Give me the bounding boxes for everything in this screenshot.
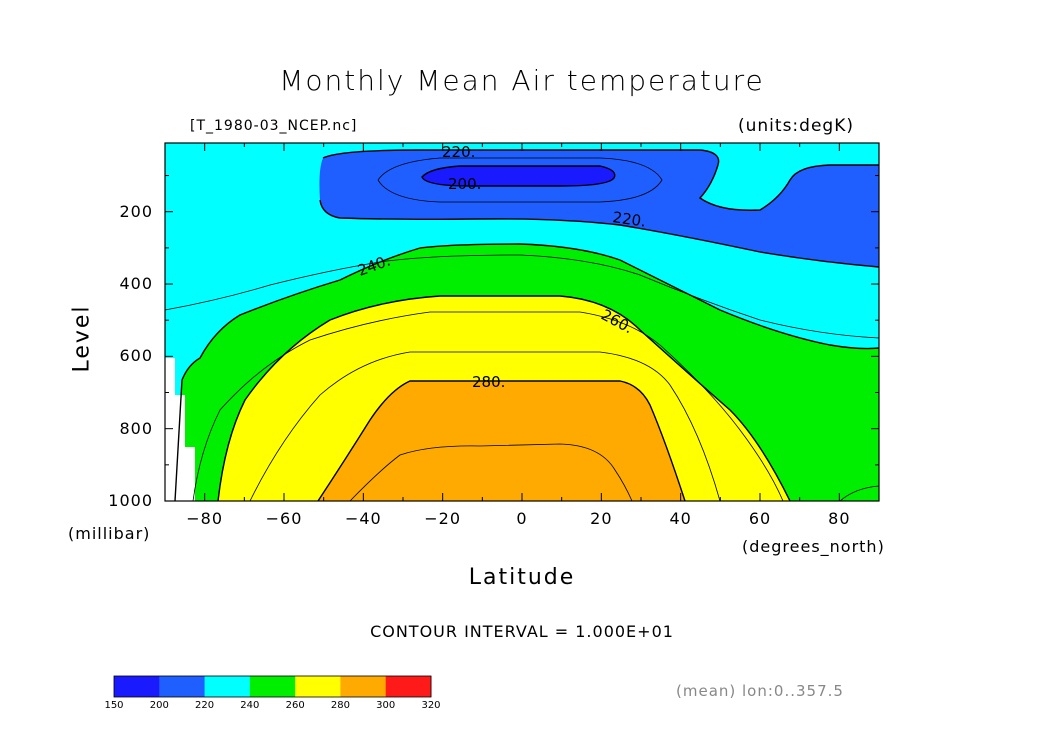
colorbar-tick-label: 220: [195, 700, 215, 711]
colorbar-swatch: [204, 676, 251, 697]
y-tick-label: 800: [119, 418, 153, 438]
colorbar-swatch: [159, 676, 206, 697]
colorbar-swatch: [340, 676, 387, 697]
contour-label-200: 200.: [448, 175, 481, 193]
x-axis-label: Latitude: [468, 565, 576, 590]
contour-label-280: 280.: [472, 373, 505, 391]
x-tick-label: 80: [828, 509, 851, 528]
x-tick-label: −20: [424, 509, 462, 528]
units-label: (units:degK): [738, 116, 854, 136]
x-tick-label: 20: [590, 509, 613, 528]
band-lt-200: [422, 166, 615, 186]
colorbar-tick-label: 150: [104, 700, 124, 711]
x-tick-label: −40: [344, 509, 382, 528]
y-tick-label: 1000: [108, 491, 153, 510]
source-file-label: [T_1980-03_NCEP.nc]: [190, 118, 358, 134]
colorbar-swatch: [249, 676, 296, 697]
x-tick-label: −80: [186, 509, 224, 528]
colorbar-tick-label: 200: [149, 700, 169, 711]
colorbar-swatch: [114, 676, 160, 697]
colorbar-frame: [113, 675, 432, 698]
chart-title: Monthly Mean Air temperature: [279, 64, 765, 97]
y-tick-label: 600: [119, 346, 153, 366]
contour-label-220-top: 220.: [442, 143, 475, 161]
y-tick-label: 400: [119, 274, 153, 294]
colorbar-tick-label: 320: [421, 700, 441, 711]
contour-lines: [164, 157, 880, 502]
x-tick-label: 60: [748, 509, 772, 528]
contour-interval-text: CONTOUR INTERVAL = 1.000E+01: [370, 622, 674, 641]
x-tick-label: 40: [669, 509, 692, 528]
x-tick-label: 0: [516, 509, 528, 528]
colorbar-tick-label: 280: [330, 700, 350, 711]
colorbar-tick-label: 260: [285, 700, 305, 711]
contour-lines-major: [174, 149, 880, 502]
mean-info-text: (mean) lon:0..357.5: [676, 682, 844, 700]
band-280-300: [318, 381, 685, 501]
colorbar-swatch: [385, 676, 432, 697]
x-axis-units: (degrees_north): [742, 537, 885, 556]
colorbar-tick-label: 240: [240, 700, 260, 711]
colorbar-tick-label: 300: [376, 700, 396, 711]
y-axis-units: (millibar): [68, 524, 151, 543]
contour-label-220-right: 220.: [611, 208, 647, 230]
colorbar-swatch: [295, 676, 341, 697]
y-tick-label: 200: [119, 201, 153, 221]
x-tick-label: −60: [265, 509, 303, 528]
